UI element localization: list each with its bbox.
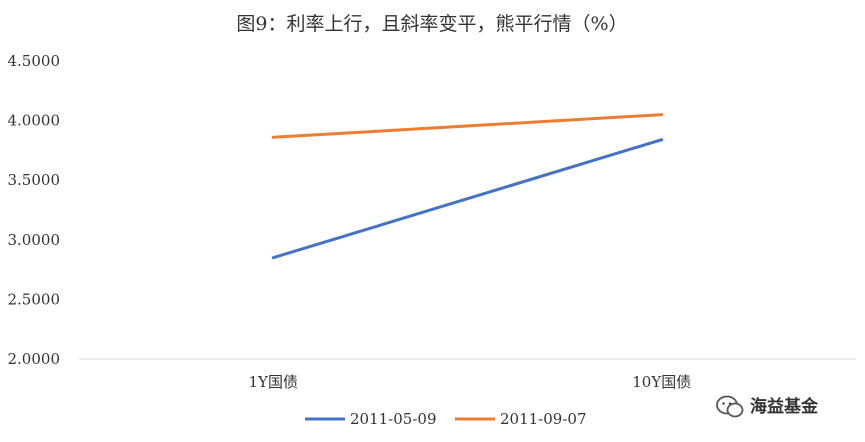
legend-label: 2011-09-07 xyxy=(500,410,586,428)
watermark-text: 海益基金 xyxy=(750,396,819,417)
y-tick-label: 4.0000 xyxy=(8,112,61,130)
plot-area xyxy=(271,113,664,260)
series-line-2011-09-07 xyxy=(271,113,664,139)
wechat-icon xyxy=(716,395,744,418)
legend: 2011-05-09 2011-09-07 xyxy=(305,410,586,428)
y-tick-label: 2.0000 xyxy=(8,350,61,368)
watermark: 海益基金 xyxy=(716,395,819,418)
y-tick-label: 2.5000 xyxy=(8,290,61,308)
y-tick-label: 3.5000 xyxy=(8,171,61,189)
chart-title: 图9：利率上行，且斜率变平，熊平行情（%） xyxy=(236,13,627,35)
x-tick-label: 10Y国债 xyxy=(632,373,691,391)
y-tick-label: 3.0000 xyxy=(8,231,61,249)
series-line-2011-05-09 xyxy=(271,138,664,260)
y-axis: 2.0000 2.5000 3.0000 3.5000 4.0000 4.5000 xyxy=(8,52,61,368)
x-tick-label: 1Y国债 xyxy=(249,373,298,391)
legend-label: 2011-05-09 xyxy=(350,410,436,428)
y-tick-label: 4.5000 xyxy=(8,52,61,70)
x-axis: 1Y国债 10Y国债 xyxy=(249,373,692,391)
